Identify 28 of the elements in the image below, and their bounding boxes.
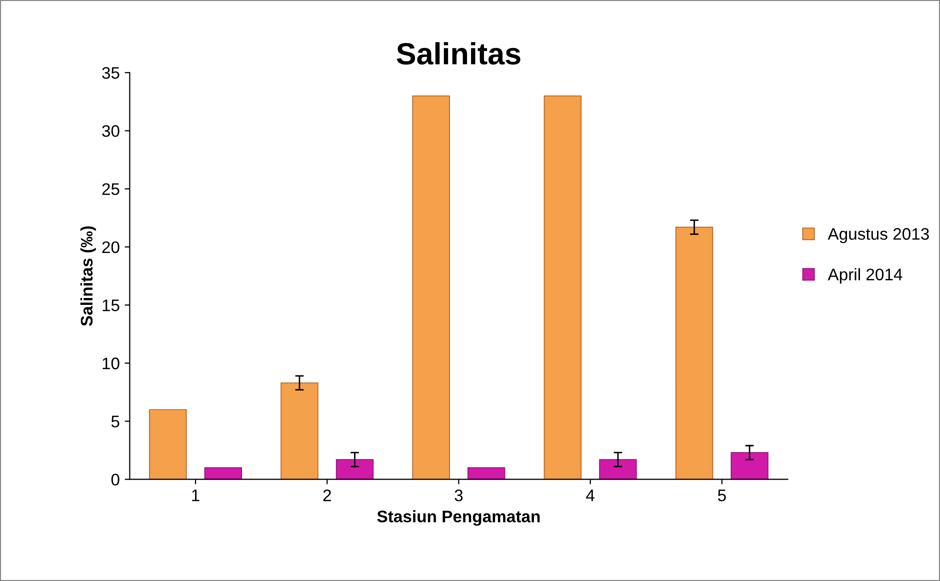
y-tick-label: 30 bbox=[102, 125, 120, 137]
legend-label: Agustus 2013 bbox=[828, 228, 929, 244]
bar bbox=[412, 95, 450, 480]
bar bbox=[675, 226, 714, 480]
y-tick-label: 20 bbox=[102, 241, 120, 254]
x-tick-label: 2 bbox=[323, 489, 331, 502]
legend-label: April 2014 bbox=[828, 268, 902, 284]
bar bbox=[544, 95, 582, 480]
y-tick-label: 15 bbox=[102, 300, 120, 312]
y-axis-title: Salinitas (‰) bbox=[80, 226, 96, 326]
bar bbox=[730, 452, 768, 480]
y-tick-label: 25 bbox=[102, 183, 120, 196]
chart-title: Salinitas bbox=[396, 42, 520, 65]
y-tick-label: 5 bbox=[111, 416, 120, 428]
x-axis-title: Stasiun Pengamatan bbox=[377, 510, 540, 526]
x-tick-label: 3 bbox=[454, 489, 463, 502]
y-tick-label: 10 bbox=[102, 358, 120, 370]
bar bbox=[204, 467, 242, 480]
x-tick-label: 4 bbox=[586, 490, 594, 502]
bar bbox=[336, 459, 374, 480]
bar bbox=[280, 382, 318, 480]
bar bbox=[468, 467, 506, 480]
bar bbox=[149, 409, 187, 480]
y-tick-label: 0 bbox=[111, 474, 120, 486]
bar bbox=[599, 459, 637, 480]
y-tick-label: 35 bbox=[102, 67, 120, 79]
x-tick-label: 1 bbox=[192, 490, 200, 502]
x-tick-label: 5 bbox=[718, 490, 726, 502]
